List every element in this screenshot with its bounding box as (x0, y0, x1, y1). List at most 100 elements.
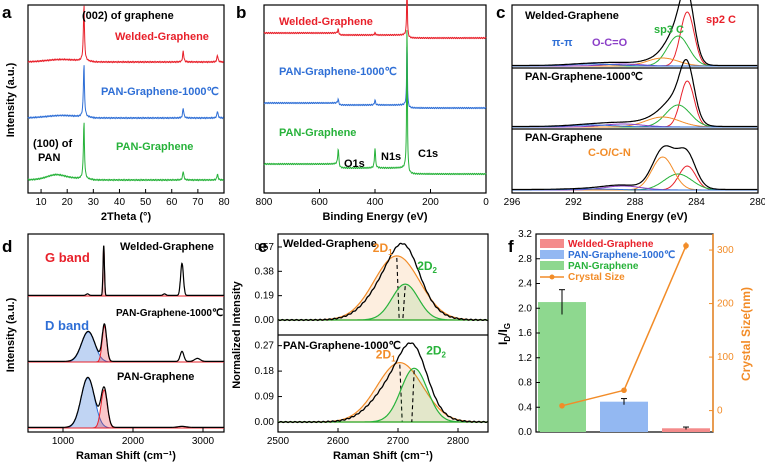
panel-f-ytick-left-label-0: 0.0 (518, 427, 532, 438)
panel-d-ylabel: Intensity (a.u.) (5, 297, 17, 372)
raman-pan-band-0 (28, 377, 224, 429)
panel-e-xlabel: Raman Shift (cm⁻¹) (333, 450, 433, 462)
panel-e-xtick-label-0: 2500 (267, 436, 290, 447)
raman-2d-welded-center-1 (402, 286, 406, 321)
panel-d-frame (27, 233, 225, 433)
panel-f-ylabel-right: Crystal Size(nm) (739, 287, 753, 381)
panel-c: 296 292 288 284 280 Binding Energy (eV) Weld… (504, 0, 765, 223)
panel-e-welded-ytick-label-1: 0.19 (255, 291, 275, 302)
panel-d-label-welded: Welded-Graphene (120, 241, 214, 253)
panel-e-sub-welded: Welded-Graphene (283, 238, 377, 250)
panel-b-label-n1s: N1s (381, 151, 401, 163)
raman-2d-pan-1000-center-0 (399, 364, 403, 423)
panel-f-ytick-left-label-7: 2.8 (518, 254, 532, 265)
panel-a: 10 20 30 40 50 60 70 80 2Theta (°) Intensity (a… (5, 4, 230, 223)
panel-c-xlabel: Binding Energy (eV) (582, 211, 687, 223)
raman-pan-spectrum (28, 376, 224, 428)
panel-a-xtick-label-0: 10 (36, 197, 48, 208)
panel-d-xtick-label-2: 3000 (192, 436, 215, 447)
legend-label-2: PAN-Graphene (568, 261, 639, 272)
panel-a-xtick-label-7: 80 (218, 197, 230, 208)
legend-label-1: PAN-Graphene-1000℃ (568, 250, 675, 261)
raman-2d-welded-spectrum (277, 242, 489, 322)
panel-e-welded-ytick-label-0: 0.00 (255, 315, 275, 326)
panel-a-xtick-label-4: 50 (140, 197, 152, 208)
xrd-pan-1000-line (27, 65, 224, 120)
bar-idig-0 (662, 428, 710, 432)
bar-idig-2 (538, 302, 586, 432)
panel-a-legend-welded: Welded-Graphene (115, 31, 209, 43)
panel-a-legend-pan: PAN-Graphene (116, 141, 193, 153)
raman-2d-pan-1000-label-0: 2D1 (376, 348, 396, 364)
panel-label-d: d (2, 237, 12, 256)
panel-label-c: c (496, 3, 505, 22)
panel-b-legend-pan: PAN-Graphene (279, 127, 356, 139)
legend-swatch-2 (540, 261, 564, 270)
panel-e-xtick-label-1: 2600 (327, 436, 350, 447)
raman-pan-band-1 (28, 389, 224, 429)
panel-a-annotation-100: (100) of (33, 138, 72, 150)
panel-b-label-o1s: O1s (344, 158, 365, 170)
raman-2d-pan-1000-center-1 (411, 370, 415, 423)
panel-f-ytick-left-label-4: 1.6 (518, 328, 532, 339)
panel-e-xtick-label-2: 2700 (387, 436, 410, 447)
panel-a-frame (27, 4, 225, 194)
raman-pan-1000-band-0 (28, 331, 224, 363)
panel-a-xtick-label-6: 70 (192, 197, 204, 208)
panel-f-ytick-left-label-3: 1.2 (518, 353, 532, 364)
panel-f-ytick-left-label-8: 3.2 (518, 229, 532, 240)
panel-b-xtick-label-4: 0 (483, 197, 489, 208)
xps-pan-1000-line (263, 46, 487, 110)
legend-label-3: Crystal Size (568, 272, 625, 283)
panel-a-xtick-label-5: 60 (166, 197, 178, 208)
xps-c1s-pan-1000-sp3c (512, 104, 758, 128)
legend-label-0: Welded-Graphene (568, 239, 654, 250)
panel-d: 1000 2000 3000 Raman Shift (cm⁻¹) Intensit… (5, 233, 225, 462)
panel-f-ytick-right-label-0: 0 (717, 406, 723, 417)
panel-f-ytick-left-label-6: 2.4 (518, 279, 532, 290)
panel-a-legend-pan-1000: PAN-Graphene-1000℃ (101, 86, 219, 98)
panel-b-xtick-label-2: 400 (367, 197, 384, 208)
raman-pan-1000-spectrum (28, 323, 224, 362)
panel-c-xtick-label-0: 296 (504, 197, 521, 208)
panel-e-welded-ytick-label-2: 0.38 (255, 266, 275, 277)
xps-c1s-pan-1000-envelope (512, 58, 758, 128)
panel-c-label-con: C-O/C-N (588, 147, 631, 159)
panel-e-pan-1000-ytick-label-0: 0.00 (255, 417, 275, 428)
xrd-pan-line (27, 122, 225, 182)
bar-idig-1 (600, 401, 648, 432)
panel-d-label-gband: G band (45, 250, 90, 265)
panel-a-ylabel: Intensity (a.u.) (5, 62, 17, 137)
panel-c-label-sp3: sp3 C (654, 24, 684, 36)
panel-f-ylabel-left: ID/IG (496, 323, 512, 345)
panel-a-xtick-label-3: 40 (114, 197, 126, 208)
panel-f-ytick-left-label-5: 2.0 (518, 303, 532, 314)
panel-c-sub-welded: Welded-Graphene (525, 10, 619, 22)
panel-c-xtick-label-3: 284 (688, 197, 705, 208)
xps-pan-line (263, 30, 487, 176)
raman-2d-pan-1000-label-1: 2D2 (426, 343, 446, 359)
panel-d-label-pan-1000: PAN-Graphene-1000℃ (116, 308, 223, 319)
xrd-welded-line (27, 5, 224, 64)
xps-c1s-pan-envelope (512, 145, 758, 191)
panel-e-ylabel: Normalized Intensity (231, 280, 243, 388)
panel-c-sub-pan: PAN-Graphene (525, 132, 602, 144)
xps-c1s-pan-1000-cocn (512, 116, 758, 128)
panel-a-annotation-pan: PAN (38, 152, 60, 164)
panel-f-ytick-left-label-2: 0.8 (518, 378, 532, 389)
panel-e-pan-1000-ytick-label-1: 0.09 (255, 392, 275, 403)
raman-2d-welded-label-0: 2D1 (373, 241, 393, 257)
panel-f-ytick-left-label-1: 0.4 (518, 402, 532, 413)
panel-b-xtick-label-3: 200 (422, 197, 439, 208)
panel-a-xtick-label-1: 20 (62, 197, 74, 208)
panel-e: 0.00 0.19 0.38 0.57 0.00 0.09 0.18 0.27 2500 260… (231, 233, 489, 462)
panel-c-sub-pan-1000: PAN-Graphene-1000℃ (525, 71, 643, 83)
xps-welded-line (263, 0, 487, 40)
panel-label-a: a (2, 3, 12, 22)
panel-label-f: f (508, 237, 514, 256)
legend-swatch-dot (549, 274, 555, 280)
panel-c-label-sp2: sp2 C (706, 14, 736, 26)
panel-e-xtick-label-3: 2800 (447, 436, 470, 447)
panel-d-label-pan: PAN-Graphene (117, 371, 194, 383)
